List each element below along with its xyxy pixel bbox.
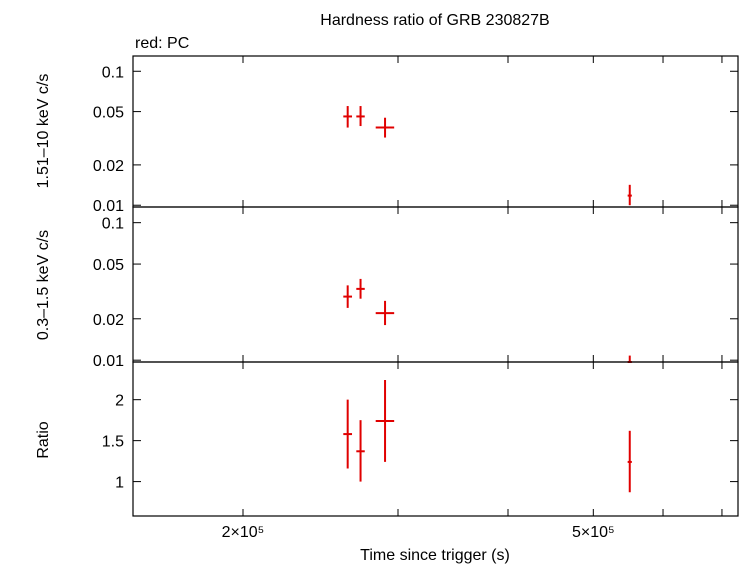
y-tick-label: 0.01 <box>93 353 124 370</box>
data-point <box>375 117 395 138</box>
legend-label: red: PC <box>135 35 189 52</box>
y-tick-label: 0.05 <box>93 105 124 122</box>
panel-ratio-ticks: 11.52 <box>102 362 738 516</box>
panel-soft-ticks: 0.01 0.02 0.05 0.1 <box>93 207 738 370</box>
y-tick-label: 0.1 <box>102 216 124 233</box>
panel-soft: 0.3–1.5 keV c/s 0.01 0.02 0.05 0.1 <box>35 206 739 370</box>
panel-ratio: Ratio 11.52 <box>35 361 739 517</box>
panel-hard-points <box>343 106 632 206</box>
chart-title: Hardness ratio of GRB 230827B <box>320 12 549 29</box>
data-point <box>627 430 632 493</box>
panel-soft-points <box>343 278 632 363</box>
data-point <box>375 300 395 326</box>
x-axis-label: Time since trigger (s) <box>360 547 510 564</box>
data-point <box>356 420 365 482</box>
data-point <box>356 106 365 127</box>
panel-hard-ylabel: 1.51–10 keV c/s <box>35 74 52 189</box>
y-tick-label: 0.01 <box>93 198 124 215</box>
panel-soft-frame <box>132 206 739 363</box>
x-axis: 2×10⁵ 5×10⁵ <box>222 524 615 541</box>
panel-hard: 1.51–10 keV c/s 0.01 0.02 0.05 0.1 <box>35 55 739 215</box>
y-tick-label: 1 <box>115 475 124 492</box>
y-tick-label: 0.02 <box>93 158 124 175</box>
panel-soft-ylabel: 0.3–1.5 keV c/s <box>35 230 52 340</box>
data-point <box>343 399 353 469</box>
x-tick-label: 2×10⁵ <box>222 524 265 541</box>
data-point <box>627 184 632 206</box>
data-point <box>375 380 395 462</box>
y-tick-label: 0.02 <box>93 312 124 329</box>
data-point <box>627 355 632 363</box>
y-tick-label: 0.05 <box>93 257 124 274</box>
data-point <box>343 285 353 308</box>
data-point <box>356 278 365 299</box>
panel-hard-ticks: 0.01 0.02 0.05 0.1 <box>93 56 738 215</box>
data-point <box>343 106 353 128</box>
panel-ratio-frame <box>132 361 739 517</box>
y-tick-label: 1.5 <box>102 434 124 451</box>
panel-hard-frame <box>132 55 739 208</box>
panel-ratio-ylabel: Ratio <box>35 421 52 458</box>
y-tick-label: 0.1 <box>102 64 124 81</box>
x-tick-label: 5×10⁵ <box>572 524 615 541</box>
y-tick-label: 2 <box>115 393 124 410</box>
panel-ratio-points <box>343 380 632 493</box>
